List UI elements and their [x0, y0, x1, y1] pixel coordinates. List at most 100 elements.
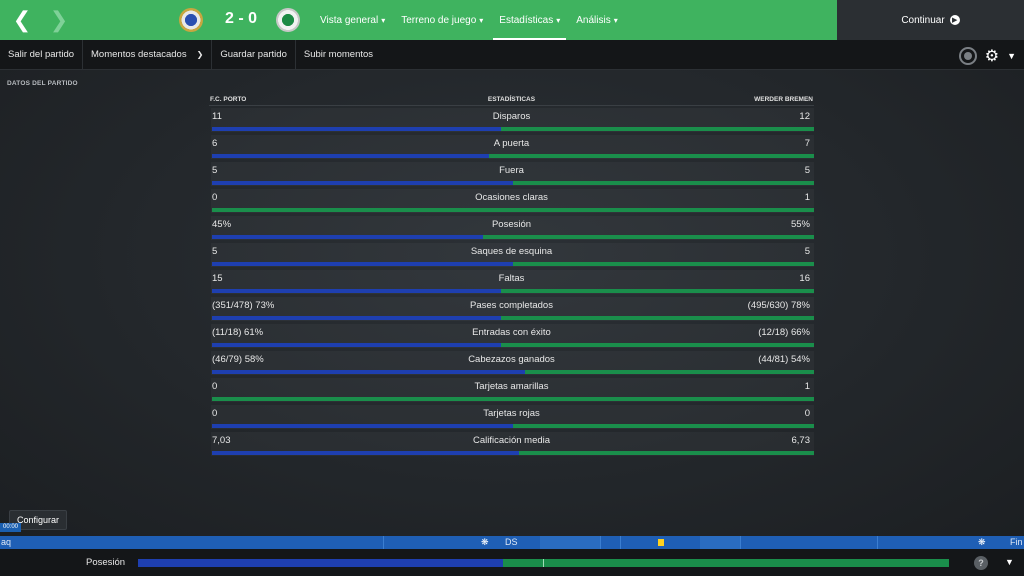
stat-bar — [212, 235, 814, 239]
stat-bar-away — [500, 316, 814, 320]
stat-away-value: 1 — [804, 192, 810, 203]
stat-row: 15 Faltas 16 — [209, 268, 814, 295]
stat-label: Tarjetas rojas — [483, 408, 540, 419]
stat-bar-away — [212, 397, 814, 401]
possession-home-fill — [138, 559, 503, 567]
stat-bar-away — [500, 127, 814, 131]
back-arrow-icon[interactable]: ❮ — [12, 7, 32, 32]
yellow-card-icon[interactable] — [658, 539, 664, 546]
ball-icon: ❋ — [481, 537, 489, 547]
gear-icon[interactable]: ⚙ — [984, 48, 1000, 65]
stat-bar — [212, 127, 814, 131]
stat-away-value: (12/18) 66% — [758, 327, 810, 338]
menu-estadisticas[interactable]: Estadísticas ▾ — [493, 0, 567, 40]
stat-label: Cabezazos ganados — [468, 354, 555, 365]
stat-label: Posesión — [491, 219, 532, 230]
timeline-halftime-label: DS — [505, 537, 518, 547]
chevron-down-icon: ▾ — [556, 15, 561, 25]
stat-home-value: 0 — [212, 381, 218, 392]
stat-bar-away — [513, 424, 814, 428]
stat-away-value: (44/81) 54% — [758, 354, 810, 365]
stat-bar-away — [500, 289, 814, 293]
match-timeline[interactable]: aq ❋ DS ❋ Fin — [0, 536, 1024, 549]
stat-row: 0 Tarjetas rojas 0 — [209, 403, 814, 430]
stat-home-value: 5 — [212, 165, 218, 176]
stat-home-value: 0 — [212, 192, 218, 203]
menu-vista-general[interactable]: Vista general ▾ — [320, 14, 386, 26]
stat-away-value: 7 — [804, 138, 810, 149]
continue-button[interactable]: Continuar ▶ — [837, 0, 1024, 40]
stat-bar-home — [212, 370, 526, 374]
stat-away-value: (495/630) 78% — [747, 300, 810, 311]
stat-row: 45% Posesión 55% — [209, 214, 814, 241]
stat-row: 0 Tarjetas amarillas 1 — [209, 376, 814, 403]
stat-away-value: 6,73 — [791, 435, 811, 446]
stats-table: F.C. PORTO ESTADÍSTICAS WERDER BREMEN 11… — [209, 94, 814, 457]
forward-arrow-icon[interactable]: ❯ — [49, 7, 69, 32]
stat-row: 0 Ocasiones claras 1 — [209, 187, 814, 214]
stat-label: Pases completados — [470, 300, 553, 311]
stat-bar-home — [212, 451, 520, 455]
home-team-name: F.C. PORTO — [210, 96, 247, 103]
stat-bar — [212, 397, 814, 401]
home-crest-icon[interactable] — [179, 8, 203, 32]
stat-away-value: 1 — [804, 381, 810, 392]
stat-bar-home — [212, 424, 513, 428]
highlights-dropdown[interactable]: Momentos destacados ❯ — [83, 39, 213, 70]
stat-home-value: 7,03 — [212, 435, 231, 446]
stat-label: A puerta — [493, 138, 530, 149]
menu-terreno-de-juego[interactable]: Terreno de juego ▾ — [401, 14, 484, 26]
stat-away-value: 55% — [790, 219, 810, 230]
stat-home-value: (351/478) 73% — [212, 300, 275, 311]
chevron-down-icon[interactable]: ▼ — [1005, 557, 1014, 567]
stat-bar — [212, 343, 814, 347]
stat-home-value: 11 — [212, 111, 222, 122]
help-icon[interactable]: ? — [974, 556, 988, 570]
stat-label: Faltas — [498, 273, 525, 284]
configure-button[interactable]: Configurar — [9, 510, 68, 530]
possession-marker — [542, 559, 544, 567]
timeline-tick — [383, 536, 384, 549]
stat-home-value: 5 — [212, 246, 218, 257]
timeline-tick — [600, 536, 601, 549]
timeline-tick — [620, 536, 621, 549]
stat-bar-home — [212, 127, 501, 131]
section-title: DATOS DEL PARTIDO — [7, 80, 78, 87]
stat-bar — [212, 424, 814, 428]
main-menu: Vista general ▾ Terreno de juego ▾ Estadís… — [314, 0, 628, 40]
stat-label: Tarjetas amarillas — [474, 381, 549, 392]
record-icon[interactable] — [958, 47, 977, 65]
background-pitch — [0, 70, 1024, 536]
stat-bar — [212, 181, 814, 185]
stat-bar — [212, 289, 814, 293]
stat-away-value: 16 — [799, 273, 810, 284]
stat-label: Fuera — [499, 165, 524, 176]
match-toolbar: Salir del partido Momentos destacados ❯ … — [0, 39, 1024, 70]
stat-bar-away — [482, 235, 814, 239]
save-match-button[interactable]: Guardar partido — [212, 39, 296, 70]
play-circle-icon: ▶ — [949, 15, 960, 25]
stat-label: Disparos — [492, 111, 531, 122]
stat-row: 7,03 Calificación media 6,73 — [209, 430, 814, 457]
stat-bar-home — [212, 316, 501, 320]
upload-highlights-button[interactable]: Subir momentos — [303, 49, 374, 60]
stat-bar — [212, 154, 814, 158]
stat-bar — [212, 451, 814, 455]
match-time: 00:00 — [0, 523, 22, 532]
stat-bar-home — [212, 262, 513, 266]
timeline-segment — [700, 536, 740, 549]
stats-header: F.C. PORTO ESTADÍSTICAS WERDER BREMEN — [209, 94, 814, 106]
stat-home-value: 15 — [212, 273, 223, 284]
chevron-down-icon[interactable]: ▼ — [1007, 51, 1016, 61]
timeline-segment — [540, 536, 600, 549]
stat-home-value: (46/79) 58% — [212, 354, 264, 365]
stat-bar — [212, 370, 814, 374]
away-crest-icon[interactable] — [276, 8, 300, 32]
timeline-start-label: aq — [1, 537, 12, 547]
exit-match-button[interactable]: Salir del partido — [0, 39, 84, 70]
stat-bar-home — [212, 154, 489, 158]
menu-analisis[interactable]: Análisis ▾ — [576, 14, 618, 26]
possession-bar — [138, 559, 949, 567]
timeline-tick — [740, 536, 741, 549]
stat-home-value: 0 — [212, 408, 218, 419]
